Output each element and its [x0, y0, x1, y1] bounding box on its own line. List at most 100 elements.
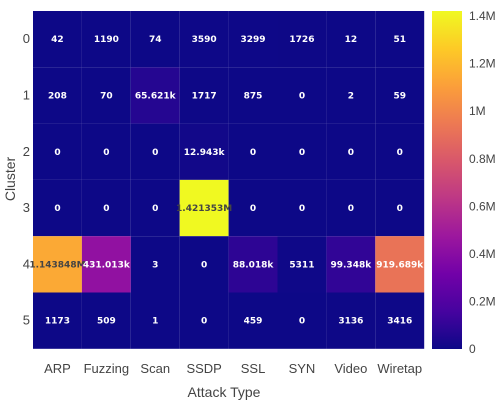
y-tick-label: 4 [23, 256, 30, 271]
cell-value-label: 3299 [241, 35, 266, 45]
cell-value-label: 1.143848M [29, 260, 85, 270]
x-tick-label: ARP [44, 361, 71, 376]
heatmap-cell [277, 236, 327, 293]
heatmap-cell [33, 236, 82, 293]
heatmap-cells [33, 11, 425, 349]
heatmap-cell [33, 67, 82, 124]
heatmap-cell [277, 292, 327, 349]
x-tick-label: Fuzzing [84, 361, 130, 376]
cell-value-label: 0 [250, 148, 256, 158]
cell-value-label: 0 [54, 148, 60, 158]
heatmap-cell [375, 179, 425, 237]
x-tick-label: SSDP [186, 361, 221, 376]
cell-value-label: 51 [393, 35, 406, 45]
cell-value-label: 2 [348, 91, 354, 101]
heatmap-cell [326, 67, 376, 124]
heatmap-cell [130, 236, 180, 293]
cell-value-label: 208 [48, 91, 67, 101]
colorbar-tick-label: 1M [469, 104, 486, 118]
cell-value-label: 0 [54, 204, 60, 214]
cell-value-label: 0 [348, 148, 354, 158]
heatmap-cell [33, 11, 82, 68]
y-axis-title: Cluster [2, 156, 18, 201]
heatmap-cell [326, 292, 376, 349]
colorbar-tick-label: 1.2M [469, 57, 496, 71]
y-tick-label: 5 [23, 313, 30, 328]
cell-value-label: 3 [152, 260, 158, 270]
cell-value-label: 1717 [192, 91, 217, 101]
cell-value-label: 12 [345, 35, 358, 45]
x-axis-title: Attack Type [188, 384, 261, 400]
cell-value-label: 42 [51, 35, 64, 45]
colorbar-tick-label: 0.6M [469, 199, 496, 213]
heatmap-cell [179, 236, 229, 293]
colorbar-tick-label: 0.8M [469, 152, 496, 166]
cell-value-label: 99.348k [330, 260, 372, 270]
cell-value-label: 459 [244, 317, 263, 327]
cell-value-label: 0 [152, 204, 158, 214]
cell-value-label: 1 [152, 317, 158, 327]
heatmap-cell [277, 123, 327, 180]
cell-value-label: 3590 [192, 35, 217, 45]
colorbar-tick-label: 0 [469, 342, 476, 356]
heatmap-cell [375, 292, 425, 349]
cell-value-label: 65.621k [135, 91, 177, 101]
heatmap-cell [179, 292, 229, 349]
heatmap-cell [326, 179, 376, 237]
cell-value-label: 1173 [45, 317, 70, 327]
heatmap-cell [375, 11, 425, 68]
cell-value-label: 59 [393, 91, 406, 101]
cell-value-label: 1190 [94, 35, 119, 45]
heatmap-cell [130, 292, 180, 349]
colorbar [432, 11, 462, 349]
colorbar-tick-label: 0.4M [469, 247, 496, 261]
cell-value-label: 12.943k [184, 148, 226, 158]
cell-value-label: 1726 [289, 35, 314, 45]
heatmap-cell [33, 179, 82, 237]
heatmap-cell [81, 236, 131, 293]
x-tick-label: SSL [241, 361, 266, 376]
x-tick-label: Video [334, 361, 367, 376]
cell-value-label: 3136 [338, 317, 363, 327]
cell-value-label: 5311 [289, 260, 314, 270]
y-tick-label: 1 [23, 87, 30, 102]
heatmap-cell [326, 236, 376, 293]
heatmap-cell [130, 123, 180, 180]
heatmap-cell [179, 11, 229, 68]
cell-value-label: 0 [299, 204, 305, 214]
heatmap-cell [179, 179, 229, 237]
heatmap-cell [81, 292, 131, 349]
heatmap-cell [179, 123, 229, 180]
x-tick-label: SYN [289, 361, 316, 376]
cell-value-label: 88.018k [233, 260, 275, 270]
colorbar-tick-label: 0.2M [469, 294, 496, 308]
y-tick-label: 0 [23, 31, 30, 46]
heatmap-cell [326, 123, 376, 180]
heatmap-cell [81, 67, 131, 124]
cell-value-label: 0 [299, 148, 305, 158]
cell-value-label: 875 [244, 91, 263, 101]
colorbar-tick-label: 1.4M [469, 9, 496, 23]
heatmap-cell [130, 179, 180, 237]
heatmap-cell [81, 123, 131, 180]
heatmap-cell [130, 11, 180, 68]
cell-value-label: 0 [103, 148, 109, 158]
cell-value-label: 0 [250, 204, 256, 214]
heatmap-cell [277, 67, 327, 124]
heatmap-cell [277, 179, 327, 237]
x-tick-label: Scan [140, 361, 170, 376]
cell-value-label: 0 [299, 91, 305, 101]
cell-value-label: 509 [97, 317, 116, 327]
heatmap-cell [228, 123, 278, 180]
cell-value-label: 0 [397, 148, 403, 158]
cell-value-label: 0 [299, 317, 305, 327]
x-axis-ticks: ARP Fuzzing Scan SSDP SSL SYN Video Wiretap [44, 361, 422, 376]
heatmap-cell [81, 179, 131, 237]
heatmap-cell [277, 11, 327, 68]
heatmap-cell [375, 236, 425, 293]
heatmap-cell [228, 292, 278, 349]
heatmap-cell [228, 11, 278, 68]
heatmap-cell [375, 67, 425, 124]
heatmap-cell [130, 67, 180, 124]
